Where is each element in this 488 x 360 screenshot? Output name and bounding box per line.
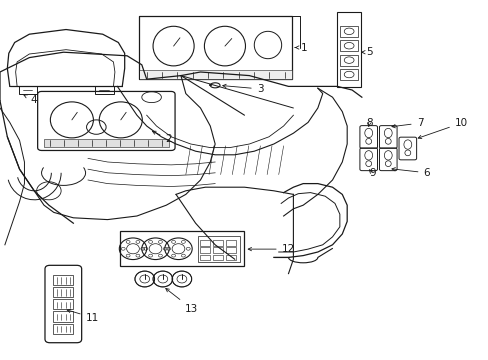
Bar: [198, 236, 239, 262]
Bar: [213, 240, 223, 246]
Bar: [213, 255, 223, 260]
Bar: [200, 255, 210, 260]
Bar: [139, 70, 291, 79]
Text: 1: 1: [295, 42, 307, 53]
Text: 8: 8: [365, 118, 372, 128]
Text: 5: 5: [361, 47, 372, 57]
Text: 4: 4: [24, 95, 37, 105]
Bar: [340, 26, 357, 37]
Text: 12: 12: [248, 244, 294, 254]
Bar: [120, 231, 244, 266]
Bar: [53, 311, 73, 321]
Text: 10: 10: [417, 118, 467, 139]
Text: 6: 6: [391, 168, 429, 178]
Text: 7: 7: [391, 118, 423, 128]
Text: 9: 9: [368, 168, 375, 178]
Bar: [53, 300, 73, 309]
Text: 13: 13: [165, 288, 198, 314]
Text: 2: 2: [152, 131, 172, 144]
Bar: [340, 69, 357, 80]
Bar: [337, 12, 360, 87]
Bar: [44, 139, 168, 147]
Text: 3: 3: [223, 84, 263, 94]
Bar: [53, 324, 73, 334]
Bar: [225, 240, 235, 246]
Bar: [340, 55, 357, 66]
Bar: [200, 240, 210, 246]
Bar: [340, 40, 357, 51]
Text: 11: 11: [67, 309, 99, 323]
Bar: [213, 247, 223, 253]
Bar: [95, 86, 114, 94]
Bar: [53, 287, 73, 297]
Bar: [53, 275, 73, 285]
Bar: [225, 255, 235, 260]
Bar: [225, 247, 235, 253]
Bar: [139, 16, 291, 79]
Bar: [200, 247, 210, 253]
Bar: [19, 86, 37, 94]
